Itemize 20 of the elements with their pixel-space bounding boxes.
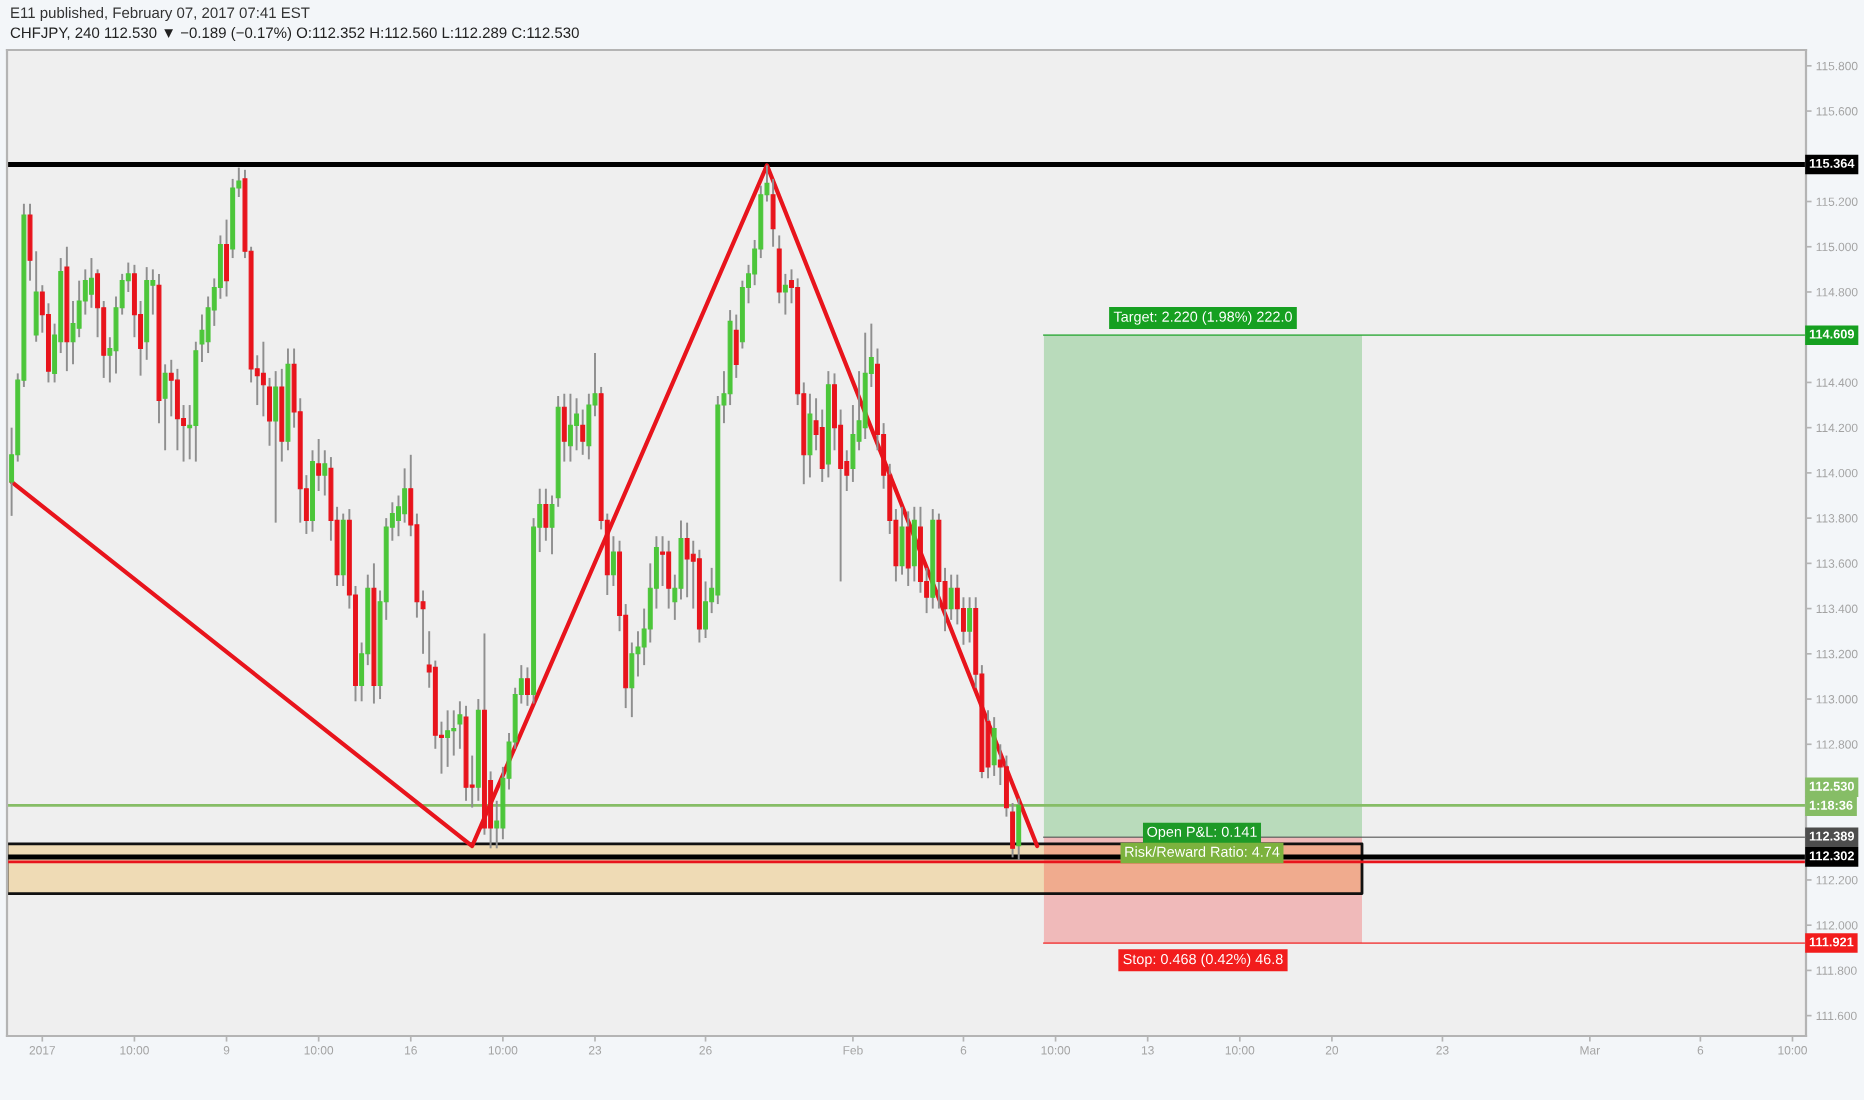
candlestick (316, 438, 322, 492)
candlestick (899, 505, 905, 576)
candlestick (543, 487, 549, 542)
candlestick (162, 363, 168, 452)
candlestick (991, 716, 997, 777)
candlestick (33, 250, 39, 343)
candlestick (1016, 797, 1022, 861)
candlestick (948, 573, 954, 621)
candlestick (610, 535, 616, 587)
candlestick (524, 666, 530, 707)
candlestick (807, 392, 813, 479)
candlestick (967, 596, 973, 644)
candlestick (660, 535, 666, 587)
candlestick (905, 510, 911, 587)
candlestick (561, 392, 567, 463)
candlestick (567, 392, 573, 463)
candlestick (88, 257, 94, 309)
candlestick (782, 272, 788, 316)
candlestick (445, 709, 451, 768)
candlestick (273, 370, 279, 524)
